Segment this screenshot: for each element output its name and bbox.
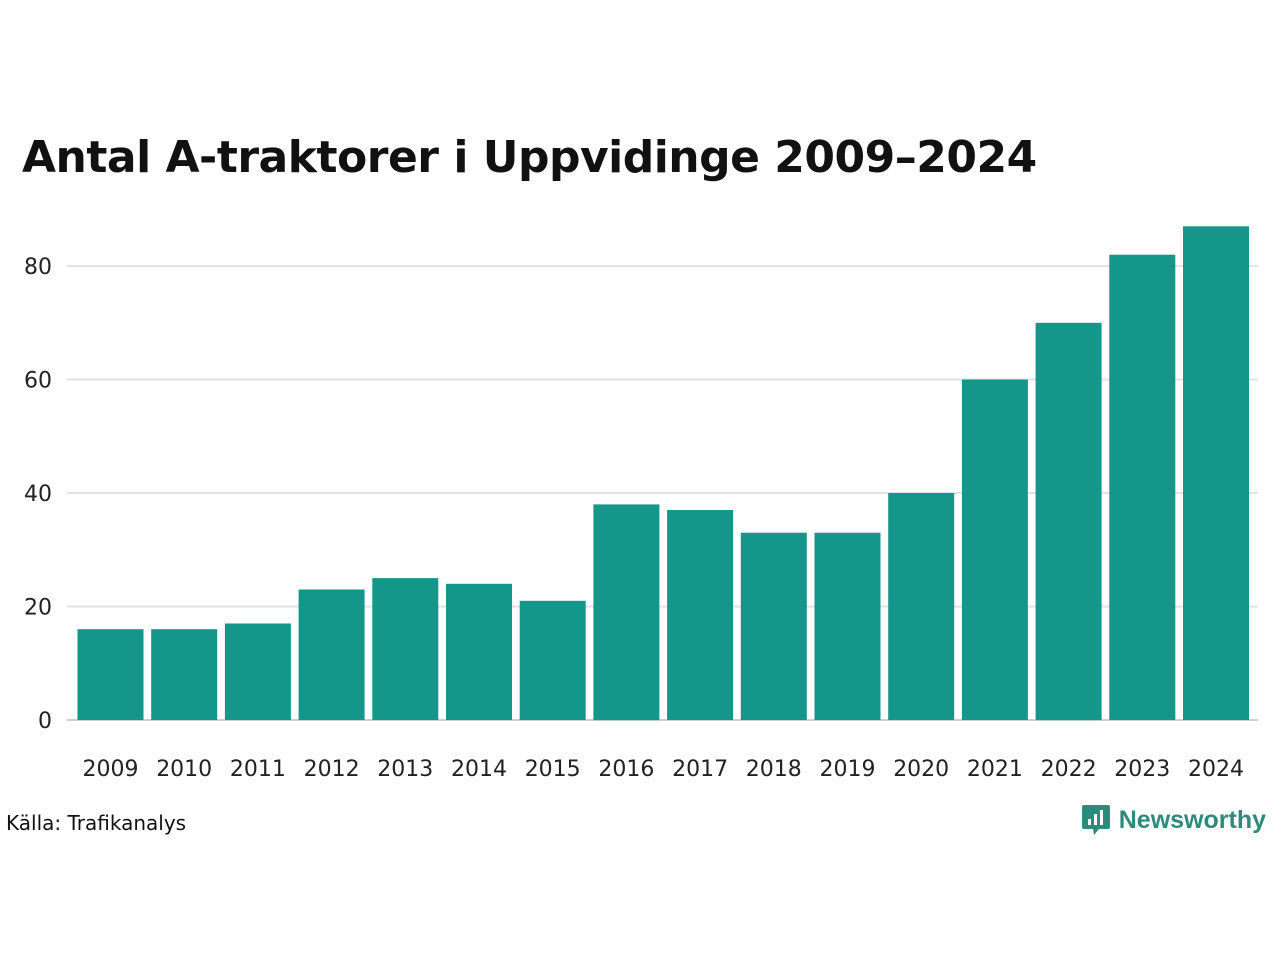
bar-2010: [151, 629, 218, 720]
y-tick-label: 60: [24, 369, 52, 394]
y-tick-label: 0: [38, 709, 52, 734]
x-tick-label-2024: 2024: [1188, 757, 1244, 782]
x-tick-label-2019: 2019: [820, 757, 876, 782]
bars: [77, 226, 1249, 721]
bar-2022: [1035, 322, 1102, 721]
bar-2012: [298, 589, 365, 720]
x-axis-ticks: 2009 2010 2011 2012 2013 2014 2015 2016 2017 2018…: [83, 757, 1245, 782]
chart-title: Antal A-traktorer i Uppvidinge 2009–2024: [22, 132, 1037, 183]
x-tick-label-2009: 2009: [83, 757, 139, 782]
x-tick-label-2021: 2021: [967, 757, 1023, 782]
x-tick-label-2014: 2014: [451, 757, 507, 782]
y-tick-label: 20: [24, 596, 52, 621]
bar-2013: [372, 578, 439, 720]
bar-2017: [667, 510, 734, 720]
bar-2018: [740, 532, 807, 720]
newsworthy-logo-icon: [1081, 805, 1110, 835]
bar-2020: [888, 493, 955, 720]
bar-2015: [519, 600, 586, 720]
x-tick-label-2012: 2012: [304, 757, 360, 782]
bar-2014: [446, 583, 512, 720]
x-tick-label-2020: 2020: [893, 757, 949, 782]
y-axis-ticks: 0 20 40 60 80: [24, 255, 52, 734]
bar-2009: [77, 629, 144, 720]
x-tick-label-2022: 2022: [1041, 757, 1097, 782]
bar-2024: [1183, 226, 1249, 721]
x-tick-label-2015: 2015: [525, 757, 581, 782]
bar-2019: [814, 532, 881, 720]
y-tick-label: 40: [24, 482, 52, 507]
x-tick-label-2011: 2011: [230, 757, 286, 782]
x-tick-label-2010: 2010: [156, 757, 212, 782]
brand-logo: Newsworthy: [1081, 803, 1266, 837]
x-tick-label-2017: 2017: [672, 757, 728, 782]
x-tick-label-2016: 2016: [598, 757, 654, 782]
brand-name: Newsworthy: [1118, 805, 1266, 834]
y-tick-label: 80: [24, 255, 52, 280]
x-tick-label-2023: 2023: [1114, 757, 1170, 782]
bar-2011: [224, 623, 291, 720]
bar-2021: [961, 379, 1028, 720]
bar-2023: [1109, 254, 1176, 720]
x-tick-label-2018: 2018: [746, 757, 802, 782]
source-note: Källa: Trafikanalys: [6, 811, 187, 835]
x-tick-label-2013: 2013: [377, 757, 433, 782]
bar-2016: [593, 504, 660, 721]
